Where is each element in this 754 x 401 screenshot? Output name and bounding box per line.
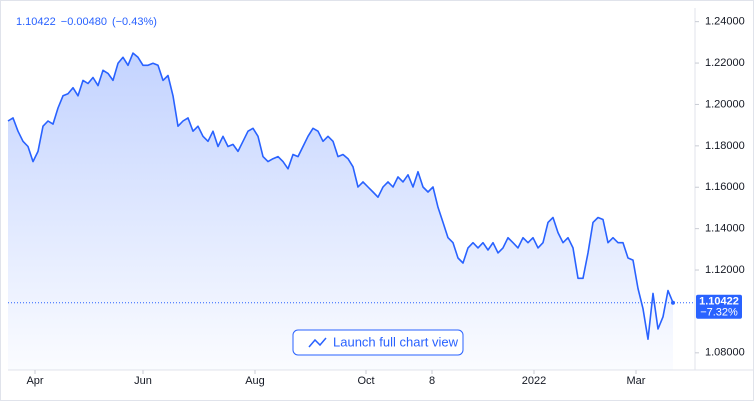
x-tick-label: Aug [245, 375, 265, 387]
button-icon[interactable] [308, 337, 327, 348]
y-tick-label: 1.16000 [705, 181, 745, 193]
x-tick-label: Apr [26, 375, 43, 387]
y-tick-label: 1.08000 [705, 347, 745, 359]
change: −0.00480 [61, 16, 107, 28]
x-tick-label: Mar [627, 375, 646, 387]
area-fill [8, 53, 673, 370]
x-tick-label: Oct [357, 375, 374, 387]
plot-area [7, 52, 695, 370]
price: 1.10422 [16, 16, 56, 28]
header: 1.10422 −0.00480 (−0.43%) [16, 16, 157, 28]
x-tick-label: 8 [429, 375, 435, 387]
last-point [671, 300, 675, 305]
button-frame[interactable] [292, 329, 464, 356]
last-change-label: −7.32% [700, 307, 738, 319]
price-line [7, 52, 674, 340]
y-tick-label: 1.24000 [705, 16, 745, 28]
last-price-box [696, 294, 742, 319]
y-tick-label: 1.22000 [705, 57, 745, 69]
y-tick-label: 1.12000 [705, 264, 745, 276]
button-label[interactable]: Launch full chart view [333, 334, 459, 349]
x-tick-label: Jun [134, 375, 152, 387]
y-tick-label: 1.14000 [705, 223, 745, 235]
launch-button[interactable]: Launch full chart view [292, 329, 464, 356]
change-pct: (−0.43%) [112, 16, 157, 28]
x-tick-label: 2022 [522, 375, 546, 387]
y-tick-label: 1.20000 [705, 98, 745, 110]
last-price-label: 1.10422 [699, 296, 739, 308]
y-tick-label: 1.18000 [705, 140, 745, 152]
